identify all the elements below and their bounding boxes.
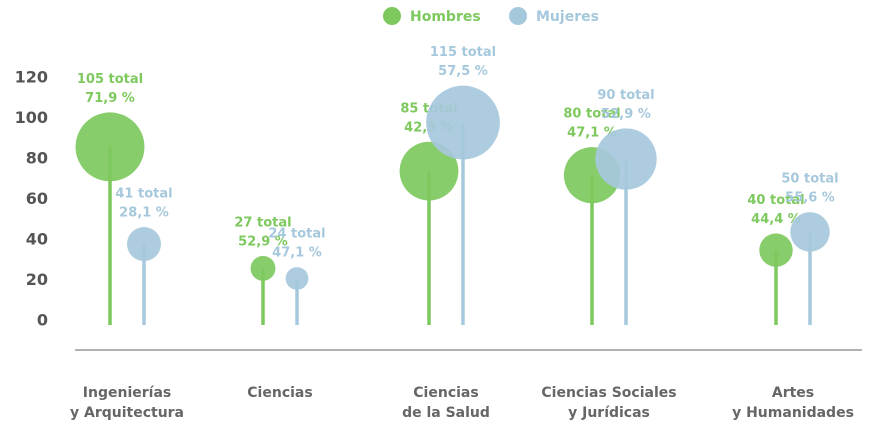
percent-label: 52,9 % — [601, 107, 651, 122]
size-label: 80 total — [563, 107, 620, 122]
x-tick-label: Ciencias Sociales — [541, 385, 676, 401]
legend-label: Mujeres — [536, 9, 599, 25]
size-label: 40 total — [747, 193, 804, 208]
y-tick-label: 100 — [15, 108, 48, 127]
x-tick-label: y Arquitectura — [70, 405, 184, 421]
legend-swatch — [383, 7, 401, 25]
x-tick-label: Ingenierías — [83, 385, 171, 401]
bubble — [75, 112, 145, 182]
y-tick-label: 60 — [26, 189, 48, 208]
bubble — [759, 233, 793, 267]
size-label: 41 total — [115, 187, 172, 202]
bubble — [285, 267, 309, 290]
legend-swatch — [509, 7, 527, 25]
bubble — [595, 128, 657, 190]
x-tick-label: de la Salud — [402, 405, 490, 421]
size-label: 105 total — [77, 72, 143, 87]
percent-label: 55,6 % — [785, 191, 835, 206]
bubble — [426, 85, 500, 160]
y-tick-label: 20 — [26, 270, 48, 289]
size-label: 90 total — [597, 88, 654, 103]
size-label: 24 total — [268, 227, 325, 242]
bubble — [126, 227, 162, 262]
size-label: 115 total — [430, 45, 496, 60]
size-label: 27 total — [234, 215, 291, 230]
x-tick-label: Artes — [772, 385, 814, 401]
x-tick-label: Ciencias — [413, 385, 478, 401]
y-tick-label: 120 — [15, 68, 48, 87]
x-tick-label: y Humanidades — [732, 405, 854, 421]
percent-label: 47,1 % — [272, 246, 322, 261]
bubble — [250, 255, 276, 281]
y-tick-label: 40 — [26, 230, 48, 249]
x-tick-label: Ciencias — [247, 385, 312, 401]
bubble — [399, 141, 459, 201]
percent-label: 71,9 % — [85, 91, 135, 106]
percent-label: 44,4 % — [751, 212, 801, 227]
y-tick-label: 0 — [37, 311, 48, 330]
legend-label: Hombres — [410, 9, 481, 25]
size-label: 50 total — [781, 172, 838, 187]
percent-label: 57,5 % — [438, 64, 488, 79]
bubble — [790, 212, 830, 252]
percent-label: 28,1 % — [119, 206, 169, 221]
y-tick-label: 80 — [26, 149, 48, 168]
percent-label: 52,9 % — [238, 234, 288, 249]
percent-label: 47,1 % — [567, 126, 617, 141]
x-tick-label: y Jurídicas — [568, 405, 650, 421]
